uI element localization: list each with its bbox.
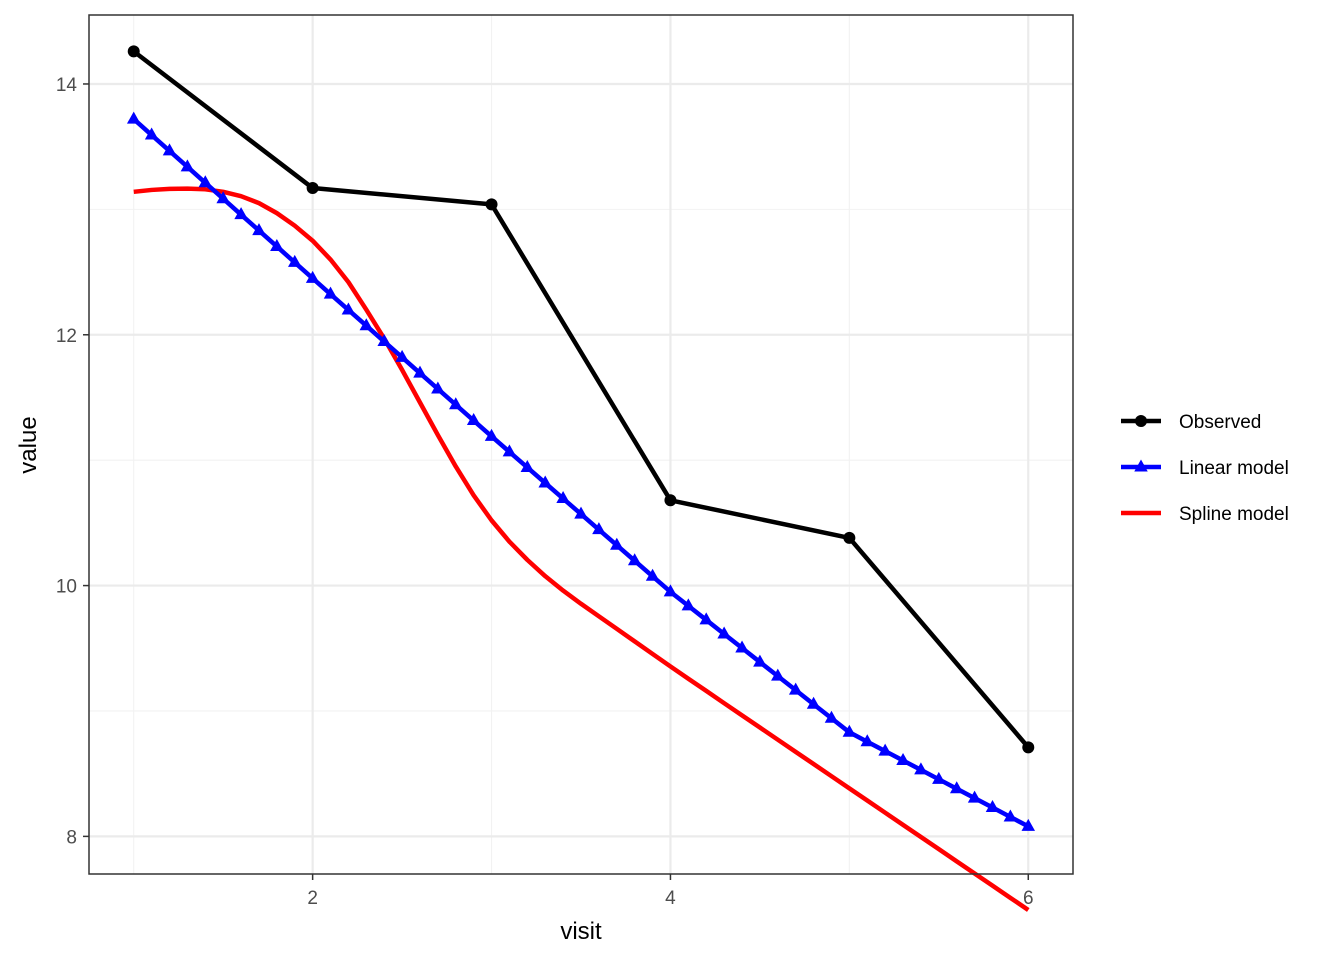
linear-model-point	[413, 365, 427, 378]
linear-model-point	[144, 127, 159, 140]
spline-model-series	[133, 186, 1030, 912]
linear-model-point	[592, 522, 606, 535]
linear-model-point	[753, 654, 767, 667]
linear-model-point	[896, 753, 910, 766]
linear-model-point	[932, 771, 946, 784]
y-axis-title: value	[15, 416, 42, 473]
linear-model-point	[556, 491, 570, 504]
linear-model-point	[627, 553, 642, 566]
observed-point	[306, 182, 319, 195]
linear-model-point	[717, 626, 731, 639]
linear-model-point	[699, 612, 713, 625]
linear-model-point	[663, 584, 678, 597]
linear-model-point	[878, 743, 892, 756]
linear-model-point	[305, 270, 320, 283]
linear-model-point	[395, 349, 409, 362]
x-tick-label: 6	[1023, 888, 1034, 909]
legend-label: Observed	[1179, 412, 1261, 433]
x-axis-title: visit	[560, 918, 602, 945]
observed-line	[132, 49, 1030, 749]
linear-model-point	[735, 640, 749, 653]
linear-model-point	[520, 459, 535, 472]
axis-layer: 8 10 12 14 2 4 6	[56, 75, 1034, 909]
linear-model-point	[610, 537, 624, 550]
observed-point	[127, 45, 140, 58]
linear-model-point	[287, 254, 302, 267]
linear-model-point	[824, 710, 839, 723]
observed-point	[485, 198, 498, 211]
linear-model-point	[645, 568, 660, 581]
linear-model-point	[252, 223, 266, 236]
linear-model-point	[377, 334, 391, 347]
linear-model-point	[341, 302, 356, 315]
linear-model-point	[359, 318, 374, 331]
x-tick-label: 4	[665, 888, 676, 909]
legend-item-observed: Observed	[1121, 412, 1261, 433]
legend-key-triangle	[1134, 459, 1148, 472]
grid-layer	[89, 15, 1073, 874]
linear-model-point	[860, 734, 875, 747]
linear-model-point	[126, 111, 141, 124]
linear-model-point	[162, 143, 177, 156]
y-tick-label: 10	[56, 577, 77, 598]
legend: Observed Linear model Spline model	[1121, 412, 1289, 525]
linear-model-point	[502, 444, 517, 457]
linear-model-point	[1021, 818, 1036, 831]
linear-model-point	[323, 286, 338, 299]
legend-label: Spline model	[1179, 504, 1289, 525]
linear-model-point	[985, 800, 1000, 813]
legend-key-circle	[1135, 415, 1147, 427]
linear-model-point	[949, 781, 964, 794]
linear-model-point	[216, 191, 230, 204]
linear-model-point	[842, 724, 857, 737]
y-tick-label: 14	[56, 75, 78, 96]
y-tick-label: 12	[56, 326, 77, 347]
linear-model-point	[198, 175, 213, 188]
observed-point	[664, 494, 677, 507]
linear-model-point	[466, 413, 481, 426]
linear-model-point	[484, 428, 499, 441]
linear-model-series	[126, 111, 1036, 831]
linear-model-point	[180, 159, 195, 172]
y-tick-label: 8	[66, 827, 77, 848]
linear-model-point	[449, 397, 463, 410]
linear-model-point	[788, 682, 803, 695]
linear-model-point	[1003, 809, 1018, 822]
linear-model-point	[431, 381, 445, 394]
linear-model-point	[914, 762, 928, 775]
linear-model-point	[681, 598, 696, 611]
observed-series	[127, 45, 1035, 754]
linear-model-point	[574, 506, 588, 519]
spline-model-line	[133, 186, 1030, 912]
x-tick-label: 2	[307, 888, 318, 909]
legend-label: Linear model	[1179, 458, 1289, 479]
legend-item-linear-model: Linear model	[1121, 458, 1289, 479]
observed-point	[1022, 741, 1035, 754]
series-layer	[126, 45, 1036, 912]
legend-item-spline-model: Spline model	[1121, 504, 1289, 525]
linear-model-point	[967, 790, 982, 803]
linear-model-point	[806, 696, 821, 709]
linear-model-point	[538, 475, 552, 488]
panel-border	[88, 14, 1074, 875]
observed-point	[843, 531, 856, 544]
panel-background	[89, 15, 1073, 874]
linear-model-point	[234, 207, 248, 220]
linear-model-point	[270, 238, 284, 251]
linear-model-point	[771, 668, 785, 681]
